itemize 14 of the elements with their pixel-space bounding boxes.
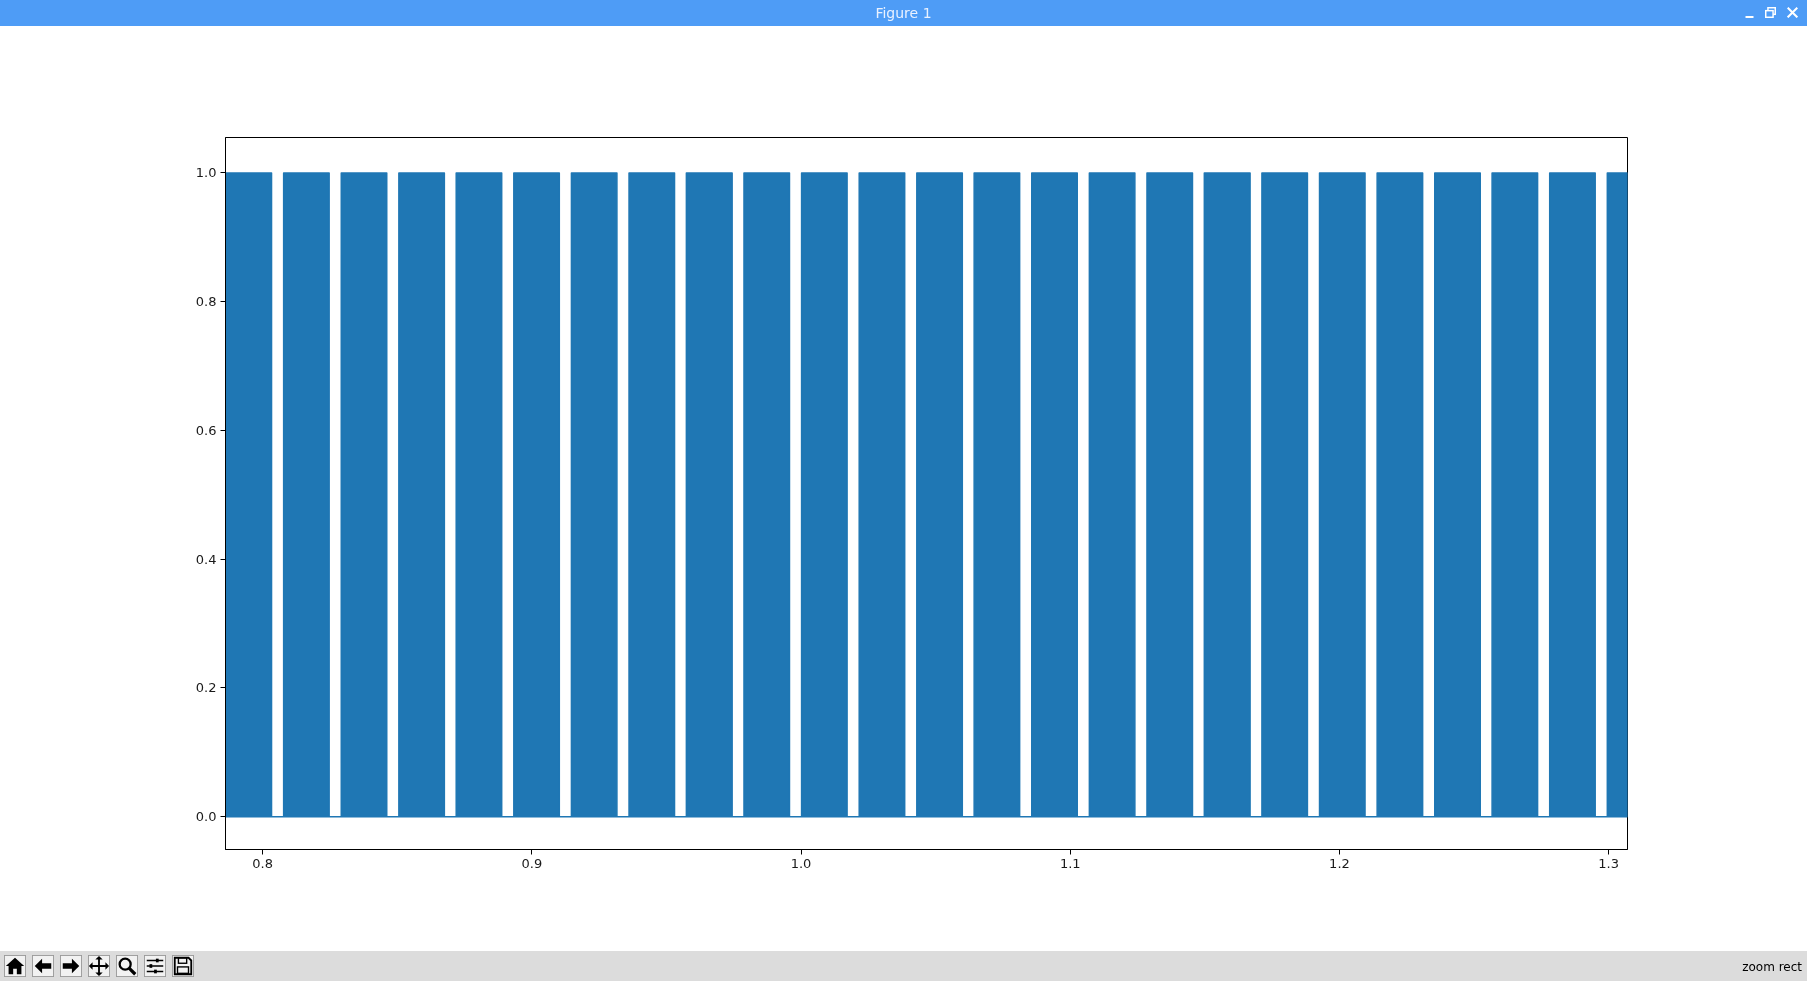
x-tick-label: 1.0 xyxy=(790,855,812,871)
y-tick-label: 0.0 xyxy=(195,809,217,825)
y-tick-label: 0.6 xyxy=(195,422,217,438)
y-tick-label: 0.8 xyxy=(195,294,217,310)
x-tick-label: 1.3 xyxy=(1598,855,1620,871)
caption: Figure 1 xyxy=(875,4,932,23)
text: zoom rect xyxy=(1742,959,1802,976)
x-tick-label: 1.1 xyxy=(1059,855,1081,871)
y-tick-label: 0.4 xyxy=(195,551,217,567)
x-tick-label: 0.9 xyxy=(521,855,543,871)
x-tick-label: 1.2 xyxy=(1329,855,1350,871)
y-tick-label: 1.0 xyxy=(195,165,217,181)
y-tick-label: 0.2 xyxy=(195,680,217,696)
x-tick-label: 0.8 xyxy=(252,855,273,871)
